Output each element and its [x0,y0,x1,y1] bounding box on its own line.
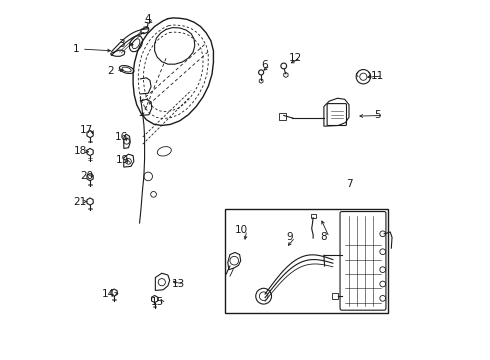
Text: 16: 16 [115,132,128,142]
Text: 6: 6 [261,60,268,70]
Text: 5: 5 [374,111,381,121]
Text: 1: 1 [73,44,80,54]
Bar [279,113,286,120]
Polygon shape [124,134,130,148]
Bar [225,209,389,313]
Bar [332,293,338,299]
Polygon shape [141,27,149,34]
Polygon shape [155,273,170,291]
Text: 10: 10 [235,225,248,235]
Polygon shape [228,252,241,270]
Text: 20: 20 [80,171,93,181]
Text: 7: 7 [345,179,352,189]
Text: 18: 18 [74,146,87,156]
Text: 19: 19 [116,155,129,165]
Polygon shape [124,154,134,167]
Text: 2: 2 [107,66,114,76]
Text: 3: 3 [118,39,124,49]
Text: 11: 11 [371,71,384,81]
Text: 8: 8 [320,232,327,242]
Text: 21: 21 [74,197,87,207]
Text: 12: 12 [289,53,302,63]
Text: 15: 15 [150,297,164,307]
Bar [311,215,316,218]
Text: 9: 9 [287,232,293,242]
Polygon shape [324,98,349,126]
Text: 17: 17 [80,125,93,135]
Text: 13: 13 [172,279,185,289]
Text: 14: 14 [102,289,115,299]
Polygon shape [111,50,125,56]
Text: 4: 4 [145,14,151,24]
